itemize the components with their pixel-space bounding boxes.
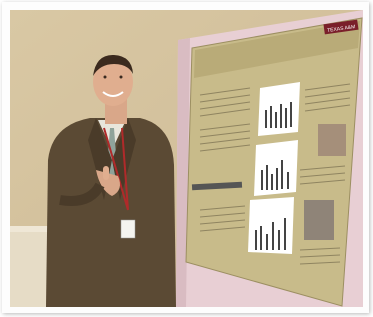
shape — [285, 108, 287, 128]
shape — [275, 112, 277, 128]
shape — [261, 170, 263, 190]
shape — [120, 76, 123, 79]
shape — [121, 220, 135, 238]
shape — [290, 102, 292, 127]
photo-frame: TEXAS A&M — [0, 0, 373, 317]
shape — [104, 76, 107, 79]
shape — [304, 200, 334, 240]
shape — [271, 174, 273, 190]
shape — [255, 230, 257, 250]
shape — [265, 110, 267, 128]
shape — [248, 197, 294, 254]
shape — [280, 104, 282, 128]
shape — [266, 234, 268, 250]
shape — [266, 165, 268, 190]
shape — [260, 226, 262, 250]
shape — [318, 124, 346, 156]
shape — [272, 222, 274, 250]
shape — [258, 82, 300, 136]
shape — [270, 106, 272, 128]
page: {"poster": {"logo": "TEXAS A&M"}} TEXAS … — [0, 0, 373, 317]
shape — [284, 218, 286, 250]
shape — [103, 166, 109, 180]
shape — [276, 168, 278, 190]
photo: TEXAS A&M — [10, 10, 363, 307]
shape — [278, 230, 280, 250]
shape — [287, 172, 289, 189]
shape — [281, 160, 283, 189]
